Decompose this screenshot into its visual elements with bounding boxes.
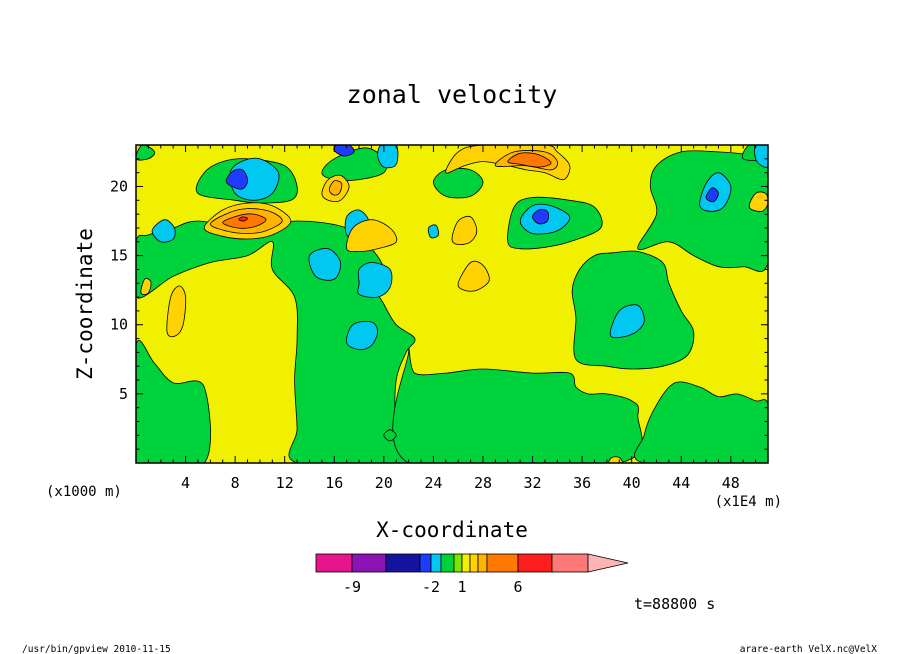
x-tick-label: 4 — [181, 474, 190, 492]
x-tick-label: 16 — [325, 474, 343, 492]
footer-right: arare-earth_VelX.nc@VelX — [740, 644, 878, 654]
chart-title: zonal velocity — [347, 80, 558, 109]
colorbar-swatch — [551, 553, 589, 573]
contour-region-level--1 — [357, 262, 393, 298]
contour-region-level-2 — [166, 285, 187, 338]
y-tick-label: 5 — [119, 385, 128, 403]
colorbar-swatch — [453, 553, 463, 573]
x-axis-label: X-coordinate — [376, 518, 528, 542]
colorbar-swatch — [461, 553, 471, 573]
contour-region-level--1 — [346, 321, 379, 351]
colorbar-label: -2 — [422, 578, 440, 596]
colorbar-swatch — [469, 553, 479, 573]
colorbar-swatch — [315, 553, 353, 573]
contour-region-level-0 — [136, 145, 156, 161]
y-tick-label: 20 — [110, 177, 128, 195]
y-tick-label: 15 — [110, 247, 128, 265]
colorbar-swatch — [385, 553, 421, 573]
colorbar-swatch — [419, 553, 432, 573]
x-tick-label: 20 — [375, 474, 393, 492]
plot-area — [135, 144, 769, 464]
contour-region-level-0 — [392, 348, 643, 463]
contour-region-level--3 — [225, 168, 248, 190]
colorbar-swatch — [440, 553, 455, 573]
colorbar-label: 6 — [513, 578, 522, 596]
contour-region-level--1 — [427, 224, 439, 239]
contour-region-level--3 — [532, 209, 549, 225]
colorbar-extend-arrow — [587, 553, 629, 573]
x-tick-label: 32 — [524, 474, 542, 492]
x-tick-label: 24 — [424, 474, 442, 492]
contour-region-level-0 — [383, 429, 397, 442]
contour-region-level-2 — [457, 260, 490, 292]
contour-region-level-3 — [328, 180, 343, 196]
contour-fills — [136, 145, 768, 463]
x-tick-label: 48 — [722, 474, 740, 492]
footer-left: /usr/bin/gpview 2010-11-15 — [22, 644, 171, 654]
contour-region-level--1 — [308, 248, 342, 281]
y-unit-label: (x1000 m) — [46, 484, 122, 500]
contour-region-level--3 — [705, 187, 719, 203]
x-axis: 4 8 12 16 20 24 28 32 36 40 44 48 — [147, 145, 757, 492]
colorbar-swatch — [351, 553, 387, 573]
contour-region-level--1 — [609, 304, 645, 339]
x-tick-label: 44 — [672, 474, 690, 492]
contour-region-level-0 — [634, 381, 768, 463]
contour-region-level-5 — [238, 216, 248, 222]
colorbar-swatch — [430, 553, 442, 573]
contour-region-level-0 — [432, 167, 484, 199]
plot-frame — [135, 144, 769, 464]
contour-region-level--1 — [377, 145, 399, 169]
colorbar-label: -9 — [343, 578, 361, 596]
contour-region-level-2 — [346, 219, 398, 253]
contour-region-level-2 — [451, 215, 478, 246]
y-tick-label: 10 — [110, 316, 128, 334]
contour-region-level-4 — [507, 152, 552, 168]
y-axis-label: Z-coordinate — [73, 228, 97, 380]
colorbar-swatch — [486, 553, 519, 573]
x-tick-label: 28 — [474, 474, 492, 492]
contour-region-level-2 — [140, 278, 152, 295]
x-tick-label: 8 — [231, 474, 240, 492]
contour-region-level--1 — [151, 219, 176, 243]
x-tick-label: 36 — [573, 474, 591, 492]
x-tick-label: 12 — [276, 474, 294, 492]
x-tick-label: 40 — [623, 474, 641, 492]
colorbar-label: 1 — [457, 578, 466, 596]
time-label: t=88800 s — [634, 595, 715, 613]
contour-region-level-0 — [136, 340, 211, 463]
y-axis: 5 10 15 20 — [110, 158, 768, 450]
colorbar-swatch — [517, 553, 553, 573]
x-unit-label: (x1E4 m) — [715, 494, 782, 510]
colorbar: -9 -2 1 6 — [315, 553, 629, 596]
contour-region-level--1 — [229, 157, 280, 201]
colorbar-swatch — [477, 553, 488, 573]
